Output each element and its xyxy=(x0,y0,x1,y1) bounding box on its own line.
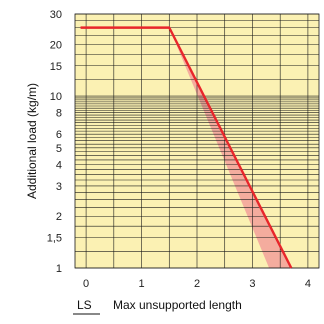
y-tick-label: 10 xyxy=(50,91,62,103)
y-tick-label: 5 xyxy=(56,143,62,155)
y-tick-label: 1,5 xyxy=(47,233,62,245)
y-tick-label: 3 xyxy=(56,181,62,193)
x-axis-caption: Max unsupported length xyxy=(113,298,242,312)
x-tick-label: 2 xyxy=(194,278,200,290)
y-tick-labels: 1 1,5 2 3 4 5 6 8 10 15 20 30 xyxy=(47,9,62,275)
x-tick-label: 4 xyxy=(305,278,311,290)
x-axis-symbol: LS xyxy=(77,298,92,312)
y-tick-label: 30 xyxy=(50,9,62,21)
x-tick-label: 3 xyxy=(249,278,255,290)
y-axis-label: Additional load (kg/m) xyxy=(25,83,39,199)
y-tick-label: 20 xyxy=(50,39,62,51)
x-tick-labels: 0 1 2 3 4 xyxy=(83,278,311,290)
y-tick-label: 6 xyxy=(56,129,62,141)
x-tick-label: 1 xyxy=(138,278,144,290)
y-tick-label: 15 xyxy=(50,61,62,73)
y-tick-label: 8 xyxy=(56,108,62,120)
y-tick-label: 2 xyxy=(56,211,62,223)
y-tick-label: 4 xyxy=(56,159,62,171)
y-tick-label: 1 xyxy=(56,263,62,275)
x-tick-label: 0 xyxy=(83,278,89,290)
